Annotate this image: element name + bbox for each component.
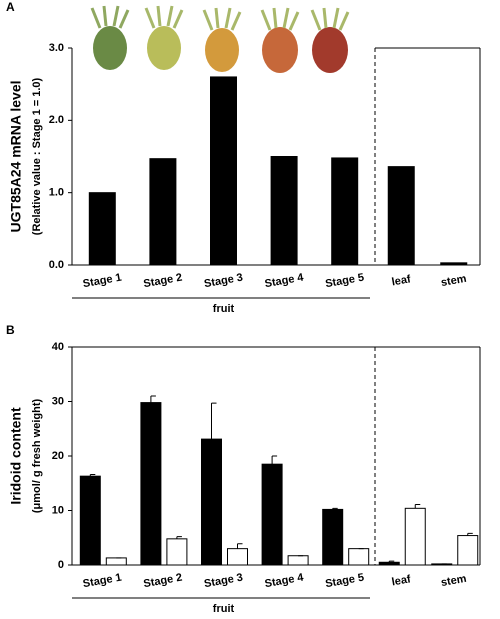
y-tick-label: 1.0 (49, 187, 64, 199)
x-tick-label: Stage 2 (143, 572, 184, 591)
x-tick-label: Stage 1 (82, 272, 123, 291)
y-tick-label: 0.0 (49, 259, 64, 271)
error-bar (467, 532, 473, 536)
error-bar (176, 536, 182, 539)
panel-label: B (6, 323, 15, 337)
bar (331, 157, 359, 266)
bar (79, 475, 101, 566)
bar (322, 508, 344, 566)
bar (387, 166, 415, 266)
error-bar (414, 504, 421, 509)
bar (287, 555, 309, 566)
bar (88, 192, 116, 266)
x-tick-label: Stage 3 (203, 272, 244, 291)
y-axis-label: Iridoid content (8, 407, 24, 505)
error-bar (388, 560, 395, 563)
group-label: fruit (213, 303, 235, 315)
y-tick-label: 30 (52, 395, 64, 407)
bar (270, 156, 298, 266)
x-tick-label: Stage 5 (324, 572, 365, 591)
x-tick-label: Stage 3 (203, 572, 244, 591)
x-tick-label: Stage 1 (82, 572, 123, 591)
x-tick-label: Stage 2 (143, 272, 184, 291)
group-label: fruit (213, 603, 235, 614)
y-axis-label-sub: (Relative value : Stage 1 = 1.0) (31, 77, 43, 235)
bar (261, 463, 283, 566)
bar (201, 438, 222, 566)
x-tick-label: Stage 5 (324, 272, 365, 291)
bar (404, 507, 426, 566)
y-tick-label: 0 (58, 559, 64, 571)
x-tick-label: Stage 4 (264, 571, 305, 590)
fruit-illustrations (90, 5, 350, 73)
bar (378, 561, 400, 566)
y-tick-label: 20 (52, 450, 64, 462)
y-axis-label: UGT85A24 mRNA level (8, 81, 24, 233)
x-tick-label: stem (440, 273, 468, 289)
y-tick-label: 10 (52, 504, 64, 516)
bar (227, 548, 248, 566)
panel-label: A (6, 0, 15, 14)
y-tick-label: 2.0 (49, 114, 64, 126)
error-bar (332, 507, 338, 510)
bar (440, 262, 468, 266)
x-tick-label: leaf (391, 573, 412, 588)
y-axis-label-sub: (μmol/ g fresh weight) (31, 399, 43, 514)
bar (149, 158, 177, 266)
x-tick-label: stem (440, 573, 468, 589)
error-bar (237, 543, 243, 549)
bar (457, 535, 479, 566)
x-tick-label: leaf (391, 273, 412, 288)
error-bar (211, 402, 217, 440)
bar (348, 548, 370, 566)
bar (105, 557, 127, 566)
error-bar (271, 455, 278, 465)
bar (140, 402, 162, 566)
error-bar (89, 474, 96, 477)
error-bar (150, 395, 156, 403)
x-tick-label: Stage 4 (264, 271, 305, 290)
bar (166, 538, 188, 566)
y-tick-label: 3.0 (49, 42, 64, 54)
bar (210, 76, 237, 266)
y-tick-label: 40 (52, 341, 64, 353)
